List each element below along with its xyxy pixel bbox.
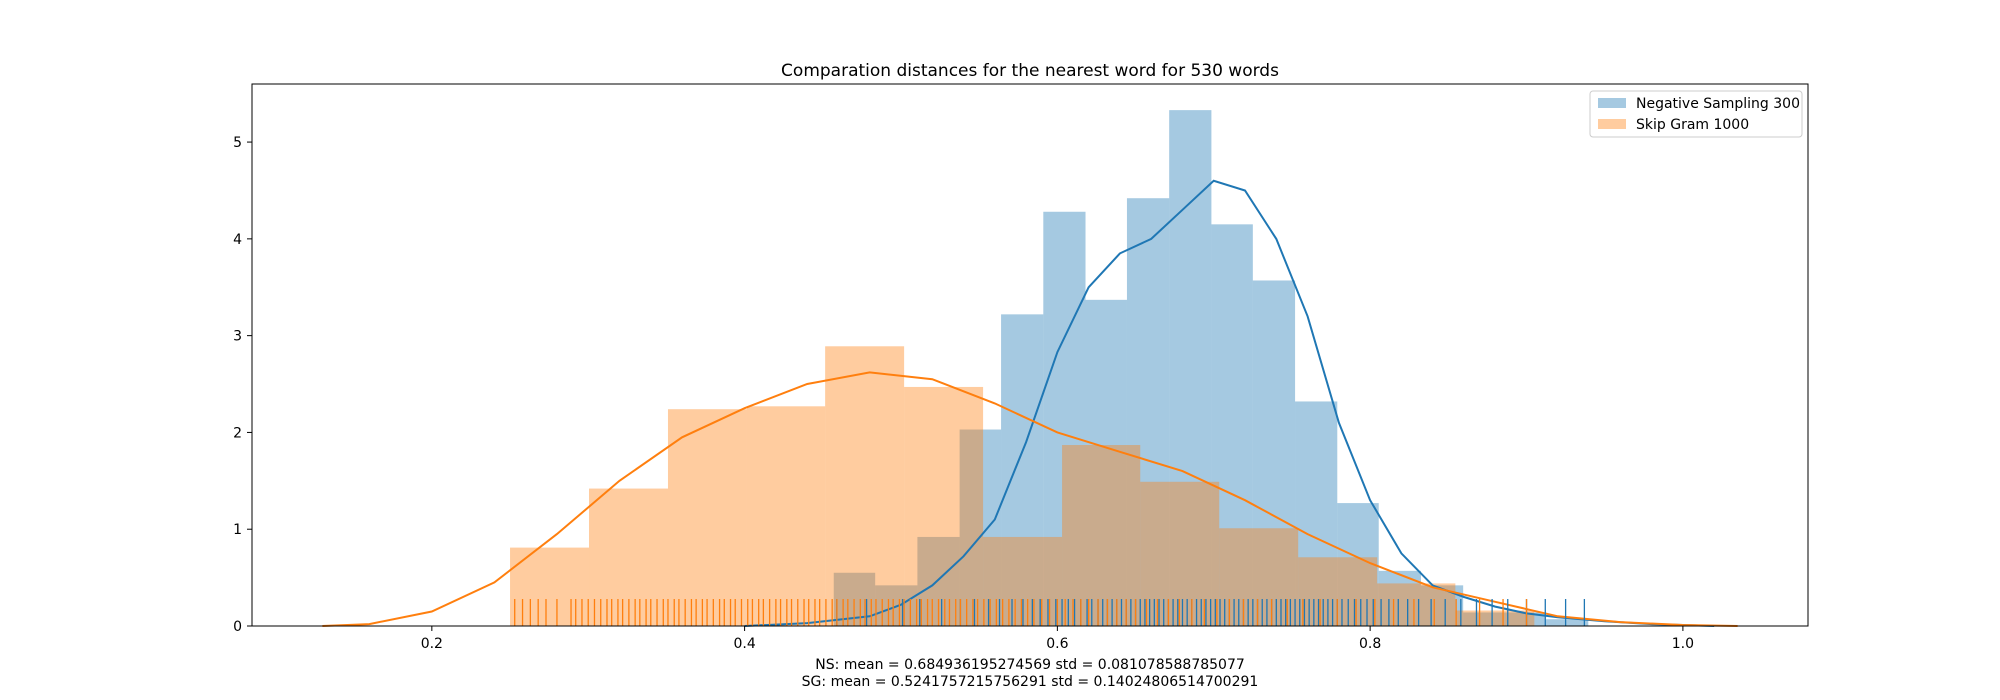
chart-title: Comparation distances for the nearest wo… xyxy=(781,61,1279,81)
legend: Negative Sampling 300 Skip Gram 1000 xyxy=(1589,90,1803,138)
hist-bar-series-1 xyxy=(959,429,1002,626)
hist-bar-series-1 xyxy=(1043,211,1086,626)
hist-bar-series-1 xyxy=(1504,612,1547,626)
hist-bar-series-2 xyxy=(1062,445,1141,626)
x-tick-label: 0.6 xyxy=(1046,636,1068,652)
hist-bar-series-1 xyxy=(1252,280,1296,626)
y-tick-label: 2 xyxy=(233,425,242,441)
histogram-bars xyxy=(510,110,1589,626)
axes-frame xyxy=(251,83,1809,627)
x-tick-label: 0.8 xyxy=(1359,636,1381,652)
hist-bar-series-1 xyxy=(1211,224,1253,626)
y-tick-label: 1 xyxy=(233,522,242,538)
legend-swatch-series-2 xyxy=(1598,119,1626,129)
y-tick-label: 0 xyxy=(233,619,242,635)
x-tick-label: 0.4 xyxy=(733,636,755,652)
hist-bar-series-2 xyxy=(904,386,984,626)
hist-bar-series-1 xyxy=(1085,299,1127,626)
legend-label-series-2: Skip Gram 1000 xyxy=(1636,117,1749,133)
legend-box xyxy=(1589,90,1803,138)
hist-bar-series-1 xyxy=(1546,619,1589,626)
hist-bar-series-2 xyxy=(1455,610,1535,626)
hist-bar-series-1 xyxy=(1001,314,1044,626)
x-axis-label-line-1: NS: mean = 0.684936195274569 std = 0.081… xyxy=(815,657,1245,673)
x-tick-label: 0.2 xyxy=(421,636,443,652)
x-axis: 0.2 0.4 0.6 0.8 1.0 xyxy=(421,626,1694,652)
legend-swatch-series-1 xyxy=(1598,98,1626,108)
x-axis-label-line-2: SG: mean = 0.5241757215756291 std = 0.14… xyxy=(802,674,1259,690)
kde-curves xyxy=(322,179,1738,627)
y-axis: 0 1 2 3 4 5 xyxy=(233,135,252,635)
y-tick-label: 3 xyxy=(233,329,242,345)
hist-bar-series-2 xyxy=(825,346,905,626)
hist-bar-series-1 xyxy=(1169,110,1212,626)
x-tick-label: 1.0 xyxy=(1672,636,1694,652)
hist-bar-series-2 xyxy=(510,547,590,626)
y-tick-label: 4 xyxy=(233,232,242,248)
y-tick-label: 5 xyxy=(233,135,242,151)
rug-marks xyxy=(514,599,1586,626)
hist-bar-series-2 xyxy=(746,406,826,626)
kde-line-series-1 xyxy=(744,179,1715,627)
kde-line-series-2 xyxy=(322,371,1738,627)
hist-bar-series-1 xyxy=(1295,401,1338,626)
hist-bar-series-1 xyxy=(1463,612,1505,626)
hist-bar-series-2 xyxy=(1219,528,1299,626)
hist-bar-series-2 xyxy=(667,409,747,626)
hist-bar-series-1 xyxy=(1126,198,1170,626)
legend-label-series-1: Negative Sampling 300 xyxy=(1636,96,1800,112)
